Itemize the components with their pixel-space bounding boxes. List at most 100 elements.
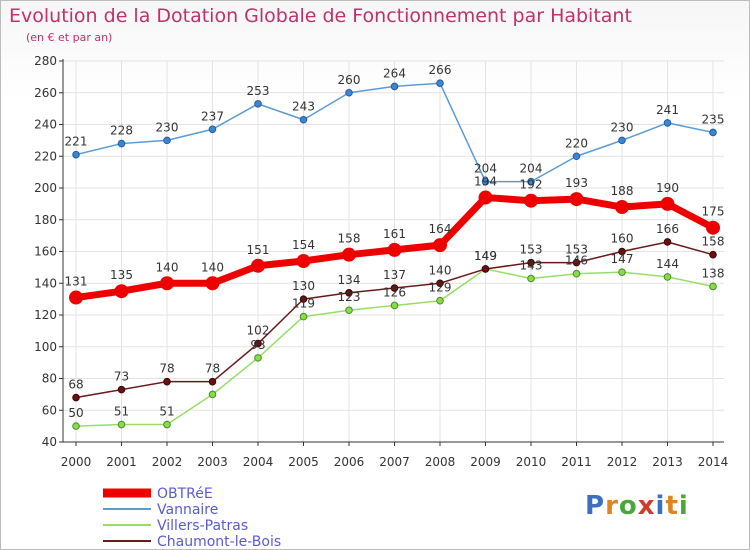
data-label-villers-patras: 119 — [292, 297, 315, 311]
data-label-villers-patras: 50 — [68, 406, 83, 420]
y-tick-label: 260 — [34, 86, 57, 100]
data-label-vannaire: 228 — [110, 124, 133, 138]
data-label-villers-patras: 51 — [159, 405, 174, 419]
data-point-villers-patras — [709, 282, 717, 291]
x-tick-label: 2001 — [106, 455, 137, 469]
data-point-obtree — [706, 220, 720, 235]
data-point-vannaire — [663, 119, 672, 127]
legend-label-vannaire: Vannaire — [157, 502, 218, 518]
data-label-obtree: 188 — [611, 184, 634, 198]
legend-label-chaumont-le-bois: Chaumont-le-Bois — [157, 534, 281, 550]
data-point-vannaire — [709, 128, 717, 137]
data-label-villers-patras: 144 — [656, 257, 679, 271]
logo-letter: i — [655, 491, 666, 521]
x-tick-label: 2006 — [334, 455, 365, 469]
data-label-obtree: 193 — [565, 176, 588, 190]
data-label-chaumont-le-bois: 153 — [565, 243, 588, 257]
data-label-obtree: 131 — [65, 275, 88, 289]
chart-subtitle: (en € et par an) — [26, 31, 113, 44]
data-point-vannaire — [436, 79, 444, 88]
data-point-obtree — [478, 190, 493, 205]
data-label-chaumont-le-bois: 166 — [656, 222, 679, 236]
data-point-obtree — [114, 284, 129, 299]
data-label-vannaire: 243 — [292, 100, 315, 114]
data-label-vannaire: 204 — [474, 162, 497, 176]
data-label-obtree: 192 — [520, 178, 543, 192]
data-label-obtree: 164 — [429, 222, 452, 236]
data-point-chaumont-le-bois — [345, 288, 353, 297]
data-point-villers-patras — [299, 312, 308, 321]
data-label-obtree: 175 — [702, 205, 725, 219]
x-tick-label: 2013 — [652, 455, 683, 469]
data-point-villers-patras — [527, 274, 535, 283]
y-tick-label: 280 — [34, 54, 57, 68]
x-tick-label: 2008 — [425, 455, 456, 469]
data-point-villers-patras — [345, 306, 353, 315]
data-label-vannaire: 230 — [611, 120, 634, 134]
logo-letter: r — [605, 491, 619, 521]
y-tick-label: 160 — [34, 245, 57, 259]
data-point-vannaire — [254, 100, 262, 108]
data-point-chaumont-le-bois — [390, 284, 399, 292]
data-label-vannaire: 221 — [65, 135, 88, 149]
legend-label-villers-patras: Villers-Patras — [157, 518, 248, 534]
data-point-chaumont-le-bois — [618, 247, 626, 256]
x-tick-label: 2002 — [152, 455, 183, 469]
data-point-vannaire — [163, 136, 171, 145]
data-point-obtree — [251, 258, 265, 273]
data-point-vannaire — [345, 88, 353, 97]
data-label-obtree: 140 — [201, 260, 224, 274]
y-tick-label: 120 — [34, 308, 57, 322]
x-tick-label: 2003 — [197, 455, 228, 469]
data-label-chaumont-le-bois: 78 — [205, 362, 220, 376]
y-tick-label: 180 — [34, 213, 57, 227]
data-label-villers-patras: 146 — [565, 254, 588, 268]
logo-letter: x — [637, 491, 656, 521]
data-label-chaumont-le-bois: 68 — [68, 378, 83, 392]
data-label-obtree: 161 — [383, 227, 406, 241]
data-point-obtree — [433, 238, 447, 253]
x-tick-label: 2012 — [607, 455, 638, 469]
data-point-obtree — [205, 276, 220, 291]
y-tick-label: 60 — [42, 403, 57, 417]
data-point-chaumont-le-bois — [572, 258, 581, 267]
data-label-villers-patras: 126 — [383, 285, 406, 299]
x-tick-label: 2011 — [561, 455, 592, 469]
logo-letter: t — [665, 491, 679, 521]
data-label-villers-patras: 123 — [338, 290, 361, 304]
data-point-vannaire — [481, 177, 490, 186]
data-point-villers-patras — [208, 390, 217, 399]
data-point-villers-patras — [663, 273, 672, 281]
y-tick-label: 200 — [34, 181, 57, 195]
data-point-vannaire — [572, 152, 581, 161]
data-point-vannaire — [390, 82, 399, 91]
data-label-chaumont-le-bois: 149 — [474, 249, 497, 263]
data-point-vannaire — [117, 139, 126, 148]
data-point-obtree — [342, 247, 356, 262]
data-point-obtree — [296, 254, 311, 269]
data-label-obtree: 140 — [156, 260, 179, 274]
x-tick-label: 2004 — [243, 455, 274, 469]
data-point-villers-patras — [436, 296, 444, 305]
data-label-vannaire: 264 — [383, 66, 406, 80]
data-point-obtree — [387, 242, 402, 257]
data-point-chaumont-le-bois — [117, 385, 126, 394]
chart-title: Evolution de la Dotation Globale de Fonc… — [9, 5, 632, 27]
data-label-villers-patras: 51 — [114, 405, 129, 419]
data-label-villers-patras: 149 — [474, 249, 497, 263]
y-tick-label: 80 — [42, 372, 57, 386]
data-point-villers-patras — [572, 269, 581, 278]
data-point-chaumont-le-bois — [163, 377, 171, 386]
data-point-obtree — [160, 276, 174, 291]
data-point-vannaire — [299, 115, 308, 124]
data-label-villers-patras: 129 — [429, 281, 452, 295]
x-tick-label: 2010 — [516, 455, 547, 469]
x-tick-label: 2009 — [470, 455, 501, 469]
data-label-villers-patras: 138 — [702, 266, 725, 280]
data-point-chaumont-le-bois — [254, 339, 262, 348]
x-tick-label: 2000 — [61, 455, 92, 469]
data-label-vannaire: 241 — [656, 103, 679, 117]
y-tick-label: 140 — [34, 276, 57, 290]
